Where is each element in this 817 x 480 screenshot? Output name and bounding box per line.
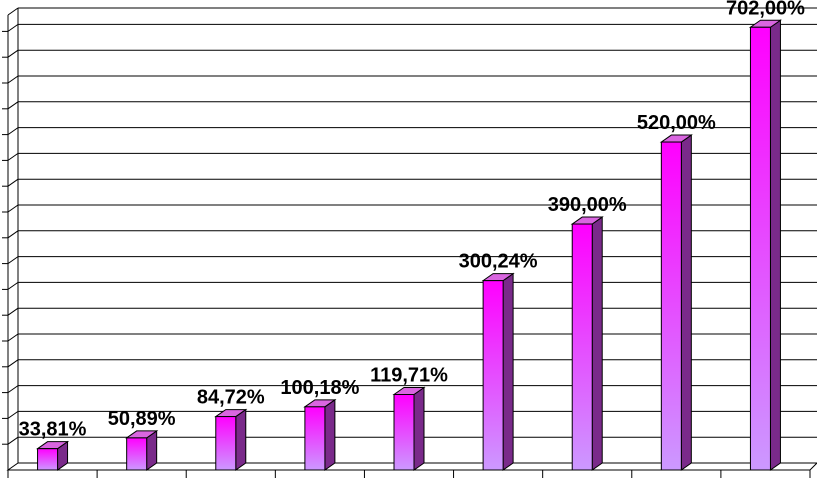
side-gridline-16 <box>7 49 19 58</box>
side-gridline-8 <box>7 256 19 265</box>
side-gridline-11 <box>7 178 19 187</box>
data-label-9: 702,00% <box>726 0 805 19</box>
bar-side <box>769 19 781 471</box>
side-gridline-15 <box>7 75 19 84</box>
side-gridline-5 <box>7 333 19 342</box>
bar-3 <box>214 408 248 471</box>
bar-6 <box>481 272 515 471</box>
data-label-6: 300,24% <box>459 251 538 273</box>
bar-front <box>571 223 593 471</box>
bars <box>35 19 783 471</box>
bar-2 <box>125 429 159 471</box>
bar-side <box>413 386 425 471</box>
bar-9 <box>748 19 783 471</box>
side-wall-top <box>7 7 19 16</box>
bar-front <box>749 26 771 471</box>
bar-8 <box>659 134 693 471</box>
side-gridline-14 <box>7 101 19 110</box>
bar-5 <box>392 386 426 471</box>
data-label-3: 84,72% <box>197 387 265 409</box>
bar-front <box>304 406 326 471</box>
side-gridline-10 <box>7 204 19 213</box>
bar-side <box>680 134 692 471</box>
bar-7 <box>570 216 604 471</box>
bar-side <box>591 216 603 471</box>
data-label-8: 520,00% <box>637 112 716 134</box>
bar-front <box>37 448 59 471</box>
bar-side <box>235 408 247 471</box>
data-label-2: 50,89% <box>108 408 176 430</box>
data-label-1: 33,81% <box>19 419 87 441</box>
side-gridline-4 <box>7 359 19 368</box>
side-gridline-9 <box>7 230 19 239</box>
data-labels: 33,81% 50,89% 84,72% 100,18% 119,71% 300,24% 3… <box>19 0 805 441</box>
side-gridline-12 <box>7 152 19 161</box>
bar-side <box>502 272 514 471</box>
bar-front <box>215 416 237 471</box>
bar-side <box>324 398 336 471</box>
bar-4 <box>303 398 337 471</box>
side-gridline-3 <box>7 385 19 394</box>
data-label-7: 390,00% <box>548 194 627 216</box>
bar-front <box>660 141 682 471</box>
bar-front <box>126 437 148 471</box>
side-gridline-2 <box>7 410 19 419</box>
side-gridline-7 <box>7 281 19 290</box>
bar-front <box>393 394 415 471</box>
data-label-4: 100,18% <box>280 377 359 399</box>
data-label-5: 119,71% <box>370 365 448 387</box>
side-gridline-6 <box>7 307 19 316</box>
bar-1 <box>35 440 70 471</box>
bar-front <box>482 280 504 471</box>
side-gridline-13 <box>7 127 19 136</box>
side-gridline-17 <box>7 23 19 32</box>
side-gridline-1 <box>7 436 19 445</box>
